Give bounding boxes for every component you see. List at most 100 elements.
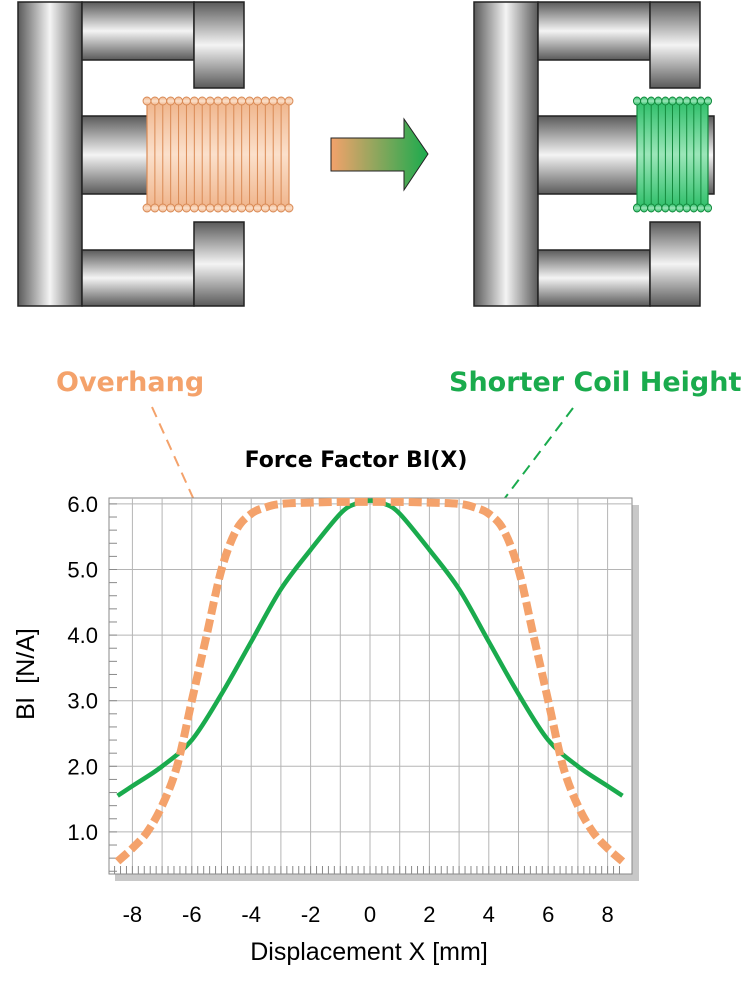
y-tick-label: 4.0 — [67, 623, 98, 648]
coil-wire-top — [142, 96, 152, 106]
x-tick-label: 4 — [483, 902, 495, 927]
coil-wire-top — [174, 96, 184, 106]
coil-wire-bottom — [197, 203, 207, 213]
coil-wire-top — [682, 96, 691, 106]
coil-wire-bottom — [253, 203, 262, 213]
y-tick-label: 2.0 — [67, 754, 98, 779]
x-tick-label: 6 — [542, 902, 554, 927]
magnet-back-plate — [473, 1, 539, 307]
y-tick-label: 6.0 — [67, 492, 98, 517]
right-arrow-icon — [330, 117, 429, 192]
coil-wire-top — [632, 96, 642, 106]
coil-wire-bottom — [158, 203, 168, 213]
chart-plot — [108, 497, 639, 881]
y-axis-label: Bl [N/A] — [12, 628, 40, 720]
coil-wire-bottom — [703, 203, 713, 213]
x-tick-label: 2 — [423, 902, 435, 927]
coil-wire-top — [213, 96, 223, 106]
coil-wire-bottom — [260, 203, 270, 213]
magnet-top-pole — [193, 1, 245, 89]
magnet-top-arm — [81, 1, 195, 61]
overhang-leader-line — [151, 406, 223, 563]
coil-wire-top — [237, 96, 247, 106]
coil-wire-bottom — [276, 203, 286, 213]
y-tick-label: 1.0 — [67, 820, 98, 845]
coil-wire-bottom — [221, 203, 231, 213]
shorter-coil — [632, 96, 713, 213]
coil-wire-top — [689, 96, 698, 106]
coil-wire-bottom — [284, 203, 294, 213]
coil-wire-bottom — [640, 203, 649, 213]
x-tick-label: 0 — [364, 902, 376, 927]
coil-wire-bottom — [142, 203, 152, 213]
coil-wire-top — [675, 96, 684, 106]
overhang-coil — [142, 96, 294, 213]
magnet-overhang-illustration — [17, 1, 294, 307]
coil-wire-top — [654, 96, 663, 106]
magnet-bottom-arm — [81, 249, 195, 307]
coil-wire-bottom — [689, 203, 698, 213]
series-layer — [114, 497, 626, 865]
coil-wire-bottom — [696, 203, 705, 213]
coil-wire-top — [205, 96, 215, 106]
grid-lines — [109, 498, 632, 874]
coil-wire-bottom — [675, 203, 684, 213]
coil-wire-top — [260, 96, 270, 106]
coil-wire-top — [182, 96, 191, 106]
coil-wire-top — [166, 96, 176, 106]
magnet-bottom-pole — [649, 221, 701, 307]
y-tick-labels: 1.0 2.0 3.0 4.0 5.0 6.0 — [67, 492, 98, 845]
coil-wire-top — [245, 96, 255, 106]
coil-wire-bottom — [213, 203, 223, 213]
coil-wire-bottom — [166, 203, 176, 213]
coil-wire-top — [253, 96, 262, 106]
magnet-short-coil-illustration — [473, 1, 715, 307]
magnet-top-pole — [649, 1, 701, 89]
series-line-shorter-coil-height — [116, 498, 624, 798]
coil-wire-bottom — [632, 203, 642, 213]
chart-title: Force Factor Bl(X) — [245, 448, 468, 473]
coil-wire-top — [221, 96, 231, 106]
coil-wire-top — [189, 96, 199, 106]
x-tick-label: -6 — [182, 902, 202, 927]
magnet-bottom-pole — [193, 221, 245, 307]
coil-wire-top — [158, 96, 168, 106]
minor-ticks — [109, 503, 620, 874]
coil-wire-bottom — [150, 203, 160, 213]
series-line-overhang — [114, 497, 626, 865]
shorter-coil-annotation: Shorter Coil Height — [449, 367, 741, 398]
coil-wire-top — [197, 96, 207, 106]
coil-wire-bottom — [268, 203, 278, 213]
coil-wire-top — [703, 96, 713, 106]
y-tick-label: 5.0 — [67, 558, 98, 583]
coil-wire-top — [284, 96, 294, 106]
coil-wire-top — [276, 96, 286, 106]
x-tick-label: -4 — [241, 902, 261, 927]
coil-wire-top — [661, 96, 670, 106]
magnet-back-plate — [17, 1, 83, 307]
coil-wire-bottom — [647, 203, 656, 213]
coil-wire-bottom — [205, 203, 215, 213]
coil-wire-top — [647, 96, 656, 106]
coil-wire-bottom — [654, 203, 663, 213]
coil-wire-top — [268, 96, 278, 106]
x-tick-label: -8 — [123, 902, 143, 927]
coil-wire-bottom — [668, 203, 677, 213]
coil-wire-top — [668, 96, 677, 106]
x-tick-label: -2 — [301, 902, 321, 927]
magnet-top-arm — [537, 1, 651, 61]
coil-wire-top — [229, 96, 239, 106]
overhang-annotation: Overhang — [56, 367, 204, 398]
coil-wire-bottom — [189, 203, 199, 213]
coil-wire-bottom — [237, 203, 247, 213]
coil-wire-bottom — [661, 203, 670, 213]
x-tick-label: 8 — [601, 902, 613, 927]
coil-wire-bottom — [245, 203, 255, 213]
coil-wire-top — [696, 96, 705, 106]
x-axis-label: Displacement X [mm] — [250, 938, 488, 966]
coil-wire-bottom — [682, 203, 691, 213]
coil-wire-top — [150, 96, 160, 106]
coil-wire-bottom — [182, 203, 191, 213]
y-tick-label: 3.0 — [67, 689, 98, 714]
